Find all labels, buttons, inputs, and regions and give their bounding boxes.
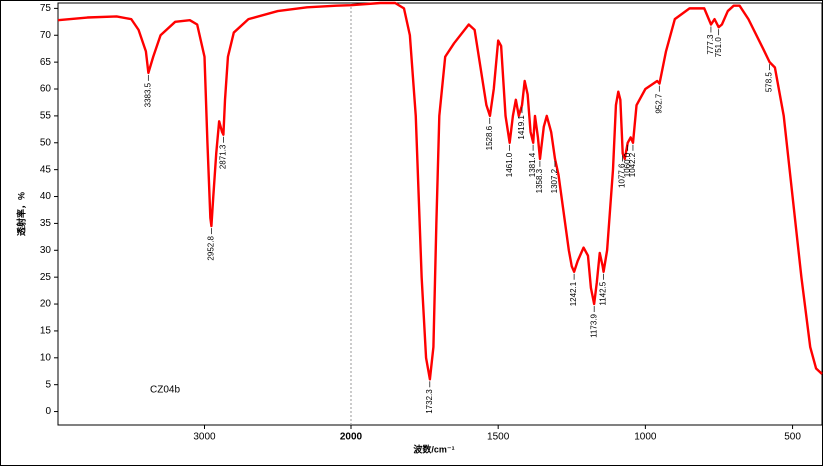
y-tick-label: 5 (45, 379, 51, 390)
x-tick-label: 500 (784, 432, 801, 443)
peak-label: 3383.5 (143, 82, 152, 107)
peak-label: 1042.2 (628, 152, 637, 177)
peak-label: 1142.5 (599, 281, 608, 305)
y-tick-label: 0 (45, 406, 51, 417)
y-tick-label: 15 (40, 326, 52, 337)
peak-label: 2952.8 (207, 236, 216, 261)
y-tick-label: 50 (40, 137, 52, 148)
x-tick-label: 2000 (340, 432, 363, 443)
peak-label: 578.5 (765, 72, 774, 93)
x-tick-label: 1500 (487, 432, 510, 443)
peak-label: 1077.6 (618, 163, 627, 188)
x-tick-label: 1000 (634, 432, 657, 443)
spectrum-line (57, 1, 823, 381)
peak-label: 1419.1 (517, 115, 526, 140)
peak-label: 777.3 (706, 34, 715, 55)
y-tick-label: 35 (40, 218, 52, 229)
peak-label: 1461.0 (505, 152, 514, 177)
peak-label: 1732.3 (425, 389, 434, 414)
y-tick-label: 10 (40, 352, 52, 363)
y-tick-label: 25 (40, 272, 52, 283)
peak-label: 1173.9 (589, 313, 598, 337)
y-tick-label: 60 (40, 84, 52, 95)
plot-area (57, 2, 823, 426)
peak-label: 1381.4 (528, 152, 537, 177)
y-tick-label: 55 (40, 111, 52, 122)
y-tick-label: 70 (40, 30, 52, 41)
y-tick-label: 65 (40, 57, 52, 68)
y-tick-label: 30 (40, 245, 52, 256)
y-tick-label: 20 (40, 299, 52, 310)
peak-label: 1528.6 (485, 125, 494, 150)
peak-label: 952.7 (654, 93, 663, 114)
peak-label: 1358.3 (535, 168, 544, 193)
y-tick-label: 45 (40, 164, 52, 175)
peak-label: 1060.0 (623, 152, 632, 177)
peak-label: 751.0 (714, 37, 723, 58)
y-axis-label: 透射率，% (15, 192, 26, 236)
sample-label: CZ04b (150, 385, 180, 396)
x-axis-label: 波数/cm⁻¹ (413, 443, 454, 454)
x-tick-label: 3000 (193, 432, 216, 443)
y-tick-label: 75 (40, 3, 52, 14)
peak-label: 1242.1 (569, 281, 578, 306)
peak-label: 2871.3 (218, 144, 227, 169)
peak-label: 1307.2 (550, 168, 559, 193)
y-tick-label: 40 (40, 191, 52, 202)
